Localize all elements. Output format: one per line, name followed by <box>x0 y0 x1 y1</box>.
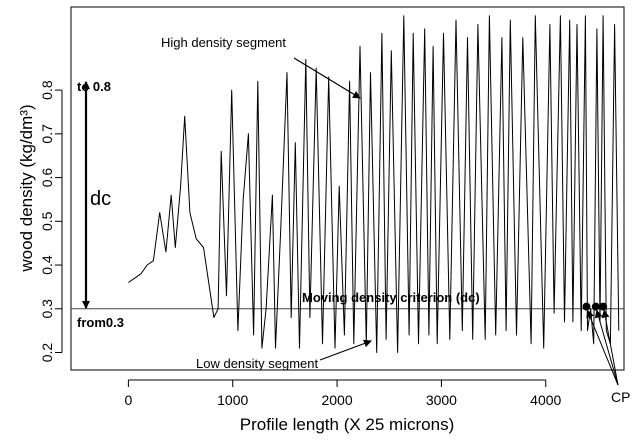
cp-group <box>582 302 619 386</box>
cp-arrow <box>594 309 619 386</box>
to-value-label: to 0.8 <box>77 79 111 94</box>
criterion-label: Moving density criterion (dc) <box>302 290 480 305</box>
cp-point <box>591 302 600 311</box>
series-group <box>128 15 620 353</box>
x-tick-label: 3000 <box>426 392 457 408</box>
dc-label: dc <box>90 188 111 210</box>
x-tick-label: 0 <box>124 392 132 408</box>
y-axis-title: wood density (kg/dm³) <box>17 104 36 272</box>
y-tick-label: 0.2 <box>39 343 55 363</box>
x-tick-label: 4000 <box>530 392 561 408</box>
cp-label: CP <box>611 389 630 405</box>
from-value-label: from0.3 <box>77 315 124 330</box>
high-density-label: High density segment <box>161 35 286 50</box>
low-density-label: Low density segment <box>196 356 319 371</box>
x-axis: 0 1000 2000 3000 4000 <box>124 379 562 408</box>
low-density-arrow <box>319 339 372 361</box>
plot-frame <box>70 6 625 371</box>
x-axis-title: Profile length (X 25 microns) <box>240 415 454 434</box>
cp-arrow <box>586 309 619 386</box>
y-tick-label: 0.5 <box>39 211 55 231</box>
cp-point <box>582 302 591 311</box>
y-tick-label: 0.4 <box>39 255 55 275</box>
y-tick-label: 0.7 <box>39 124 55 144</box>
y-tick-label: 0.6 <box>39 168 55 188</box>
y-axis: 0.2 0.3 0.4 0.5 0.6 0.7 0.8 <box>39 80 63 363</box>
density-series-line <box>128 15 620 353</box>
cp-point <box>599 302 608 311</box>
high-density-arrow <box>293 57 361 99</box>
x-tick-label: 2000 <box>321 392 352 408</box>
x-tick-label: 1000 <box>217 392 248 408</box>
y-tick-label: 0.8 <box>39 80 55 100</box>
cp-arrow <box>601 309 619 386</box>
y-tick-label: 0.3 <box>39 299 55 319</box>
